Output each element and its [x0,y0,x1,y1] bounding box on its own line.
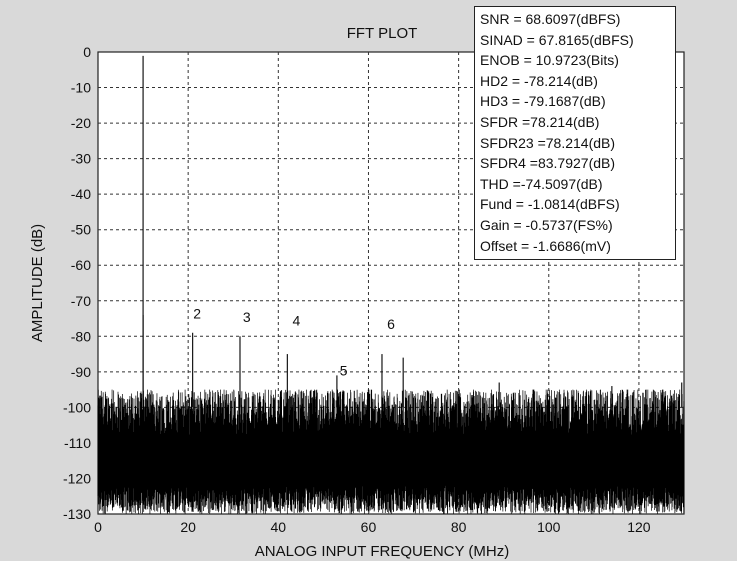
stat-sfdr23: SFDR23 =78.214(dB) [480,134,616,151]
y-tick-label: -90 [71,364,91,380]
stat-sfdr: SFDR =78.214(dB) [480,113,600,130]
y-tick-label: -30 [71,151,91,167]
stat-gain: Gain = -0.5737(FS%) [480,216,613,233]
stat-sfdr4: SFDR4 =83.7927(dB) [480,155,616,172]
stat-offset: Offset = -1.6686(mV) [480,237,611,254]
x-tick-label: 20 [180,519,196,535]
y-tick-label: -70 [71,293,91,309]
x-tick-label: 40 [271,519,287,535]
y-tick-label: -100 [63,399,91,415]
y-tick-label: -80 [71,328,91,344]
harmonic-label: 3 [243,309,251,325]
stat-sinad: SINAD = 67.8165(dBFS) [480,31,634,48]
y-tick-label: -130 [63,506,91,522]
y-tick-label: -40 [71,186,91,202]
noise-floor-trace [97,389,685,514]
stat-thd: THD =-74.5097(dB) [480,175,603,192]
y-tick-label: -20 [71,115,91,131]
stat-enob: ENOB = 10.9723(Bits) [480,52,619,69]
y-tick-label: 0 [83,44,91,60]
y-tick-label: -50 [71,222,91,238]
y-axis-title: AMPLITUDE (dB) [29,224,46,342]
stat-fund: Fund = -1.0814(dBFS) [480,196,620,213]
x-tick-label: 60 [361,519,377,535]
x-axis-title: ANALOG INPUT FREQUENCY (MHz) [255,543,509,560]
y-tick-label: -110 [64,435,91,451]
x-tick-label: 0 [94,519,102,535]
harmonic-label: 5 [340,362,348,378]
x-tick-label: 100 [537,519,561,535]
y-tick-label: -60 [71,257,91,273]
y-tick-label: -120 [63,470,91,486]
harmonic-label: 6 [387,316,395,332]
stat-hd3: HD3 = -79.1687(dB) [480,93,606,110]
stats-legend-box: SNR = 68.6097(dBFS) SINAD = 67.8165(dBFS… [474,6,676,261]
chart-title: FFT PLOT [347,25,418,42]
y-tick-label: -10 [71,80,91,96]
x-tick-label: 120 [627,519,651,535]
stat-hd2: HD2 = -78.214(dB) [480,72,598,89]
harmonic-label: 4 [292,313,300,329]
harmonic-label: 2 [193,306,201,322]
stat-snr: SNR = 68.6097(dBFS) [480,11,621,27]
x-tick-label: 80 [451,519,467,535]
